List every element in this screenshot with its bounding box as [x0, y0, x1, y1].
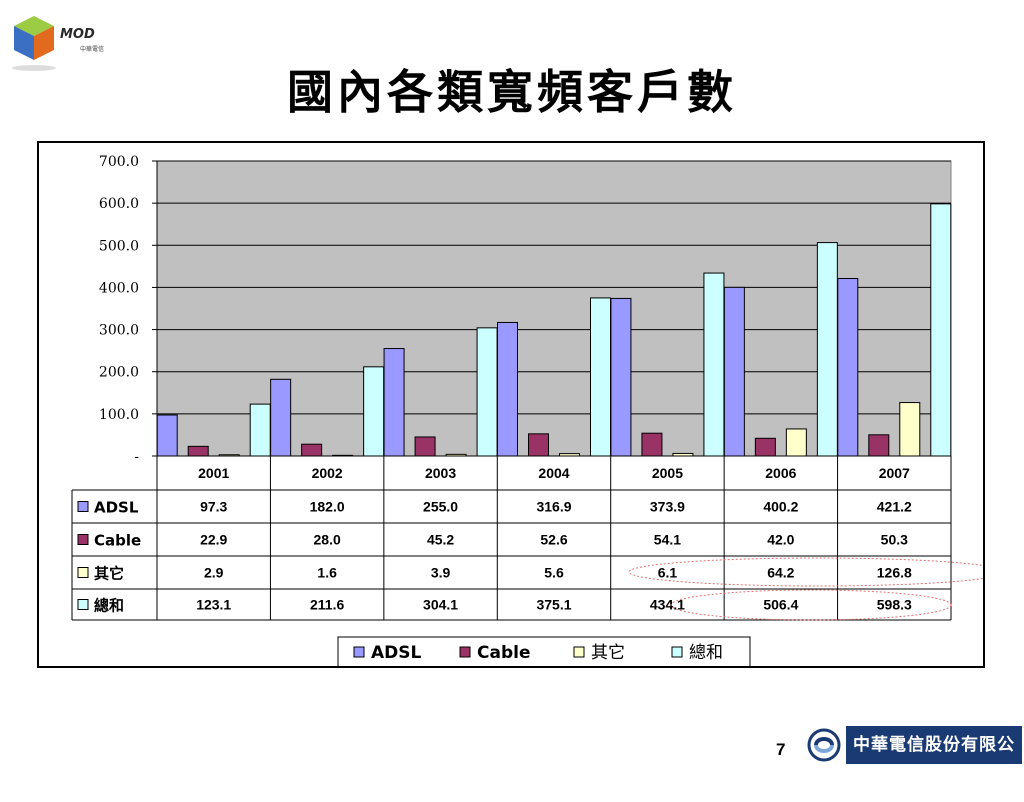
legend-label: ADSL	[371, 643, 422, 663]
table-row-label: Cable	[94, 532, 141, 550]
data-label: 54.1	[654, 532, 681, 548]
bar	[723, 286, 745, 457]
y-tick-label: 200.0	[99, 365, 139, 381]
bar	[383, 348, 405, 457]
y-tick-label: 400.0	[99, 280, 139, 296]
y-tick-label: 600.0	[99, 196, 139, 212]
x-tick-label: 2006	[765, 465, 796, 481]
legend-key	[459, 646, 471, 658]
y-tick-label: 700.0	[99, 154, 139, 170]
data-label: 316.9	[536, 499, 571, 515]
table-legend-key	[77, 567, 89, 578]
table-row-label: 其它	[94, 565, 124, 583]
data-label: 1.6	[317, 565, 337, 581]
bar	[837, 277, 859, 457]
bar	[301, 443, 323, 457]
company-name: 中華電信股份有限公司	[846, 726, 1022, 793]
data-label: 3.9	[431, 565, 451, 581]
bar	[703, 272, 725, 457]
data-label: 123.1	[196, 597, 231, 613]
chart: - 100.0 200.0 300.0 400.0 500.0 600.0 700.0 2001…	[71, 154, 983, 666]
data-label: 506.4	[763, 597, 798, 613]
data-label: 6.1	[658, 565, 678, 581]
legend-key	[573, 646, 585, 658]
data-label: 42.0	[767, 532, 794, 548]
bar	[497, 321, 518, 457]
x-tick-label: 2001	[198, 465, 229, 481]
table-legend-key	[77, 501, 89, 512]
legend-label: 總和	[689, 643, 723, 663]
bar	[641, 432, 663, 457]
data-label: 211.6	[310, 597, 344, 613]
legend-key	[671, 646, 683, 658]
bar	[249, 403, 271, 457]
legend-label: Cable	[477, 643, 530, 663]
data-label: 304.1	[423, 597, 458, 613]
table-legend-key	[77, 534, 89, 545]
bar	[187, 445, 209, 457]
data-label: 64.2	[767, 565, 794, 581]
chunghwa-logo-icon	[806, 727, 842, 763]
data-label: 50.3	[881, 532, 908, 548]
data-label: 434.1	[650, 597, 685, 613]
x-tick-label: 2007	[879, 465, 910, 481]
bar	[785, 428, 807, 457]
x-tick-label: 2002	[312, 465, 343, 481]
bar	[754, 437, 776, 457]
highlight-oval	[628, 557, 983, 587]
data-label: 182.0	[310, 499, 345, 515]
bar	[476, 327, 498, 457]
y-tick-label: 300.0	[99, 323, 139, 339]
bar	[930, 203, 952, 457]
x-tick-label: 2003	[425, 465, 456, 481]
data-label: 400.2	[763, 499, 798, 515]
data-label: 2.9	[204, 565, 224, 581]
bar	[816, 242, 838, 457]
page-number: 7	[776, 740, 786, 759]
data-label: 126.8	[877, 565, 912, 581]
data-label: 421.2	[877, 499, 912, 515]
data-label: 45.2	[427, 532, 454, 548]
y-tick-label: 100.0	[99, 407, 139, 423]
data-label: 22.9	[200, 532, 227, 548]
bar	[868, 434, 890, 457]
legend-label: 其它	[591, 643, 625, 663]
x-tick-label: 2005	[652, 465, 683, 481]
data-label: 373.9	[650, 499, 685, 515]
data-label: 598.3	[877, 597, 912, 613]
highlight-oval	[670, 589, 952, 621]
data-label: 28.0	[314, 532, 341, 548]
data-label: 52.6	[540, 532, 567, 548]
bar	[414, 436, 436, 457]
bar	[610, 297, 632, 457]
data-label: 97.3	[200, 499, 227, 515]
bar	[590, 297, 611, 457]
table-row-label: 總和	[94, 597, 124, 615]
slide-title: 國內各類寬頻客戶數	[287, 65, 737, 119]
data-label: 255.0	[423, 499, 458, 515]
bar	[528, 433, 549, 457]
mod-logo: MOD 中華電信	[8, 8, 128, 76]
y-tick-label: 500.0	[99, 238, 139, 254]
logo-subtext: 中華電信	[80, 45, 104, 53]
bar	[899, 402, 921, 457]
logo-text: MOD	[60, 27, 95, 42]
bar	[363, 366, 385, 457]
bar	[270, 378, 292, 457]
y-tick-label: -	[134, 449, 139, 465]
data-label: 375.1	[536, 597, 571, 613]
table-row-label: ADSL	[94, 499, 139, 517]
legend-key	[353, 646, 365, 658]
bar	[156, 414, 178, 457]
x-tick-label: 2004	[538, 465, 569, 481]
chart-frame: - 100.0 200.0 300.0 400.0 500.0 600.0 700.0 2001…	[37, 141, 985, 668]
data-label: 5.6	[544, 565, 564, 581]
table-legend-key	[77, 599, 89, 610]
